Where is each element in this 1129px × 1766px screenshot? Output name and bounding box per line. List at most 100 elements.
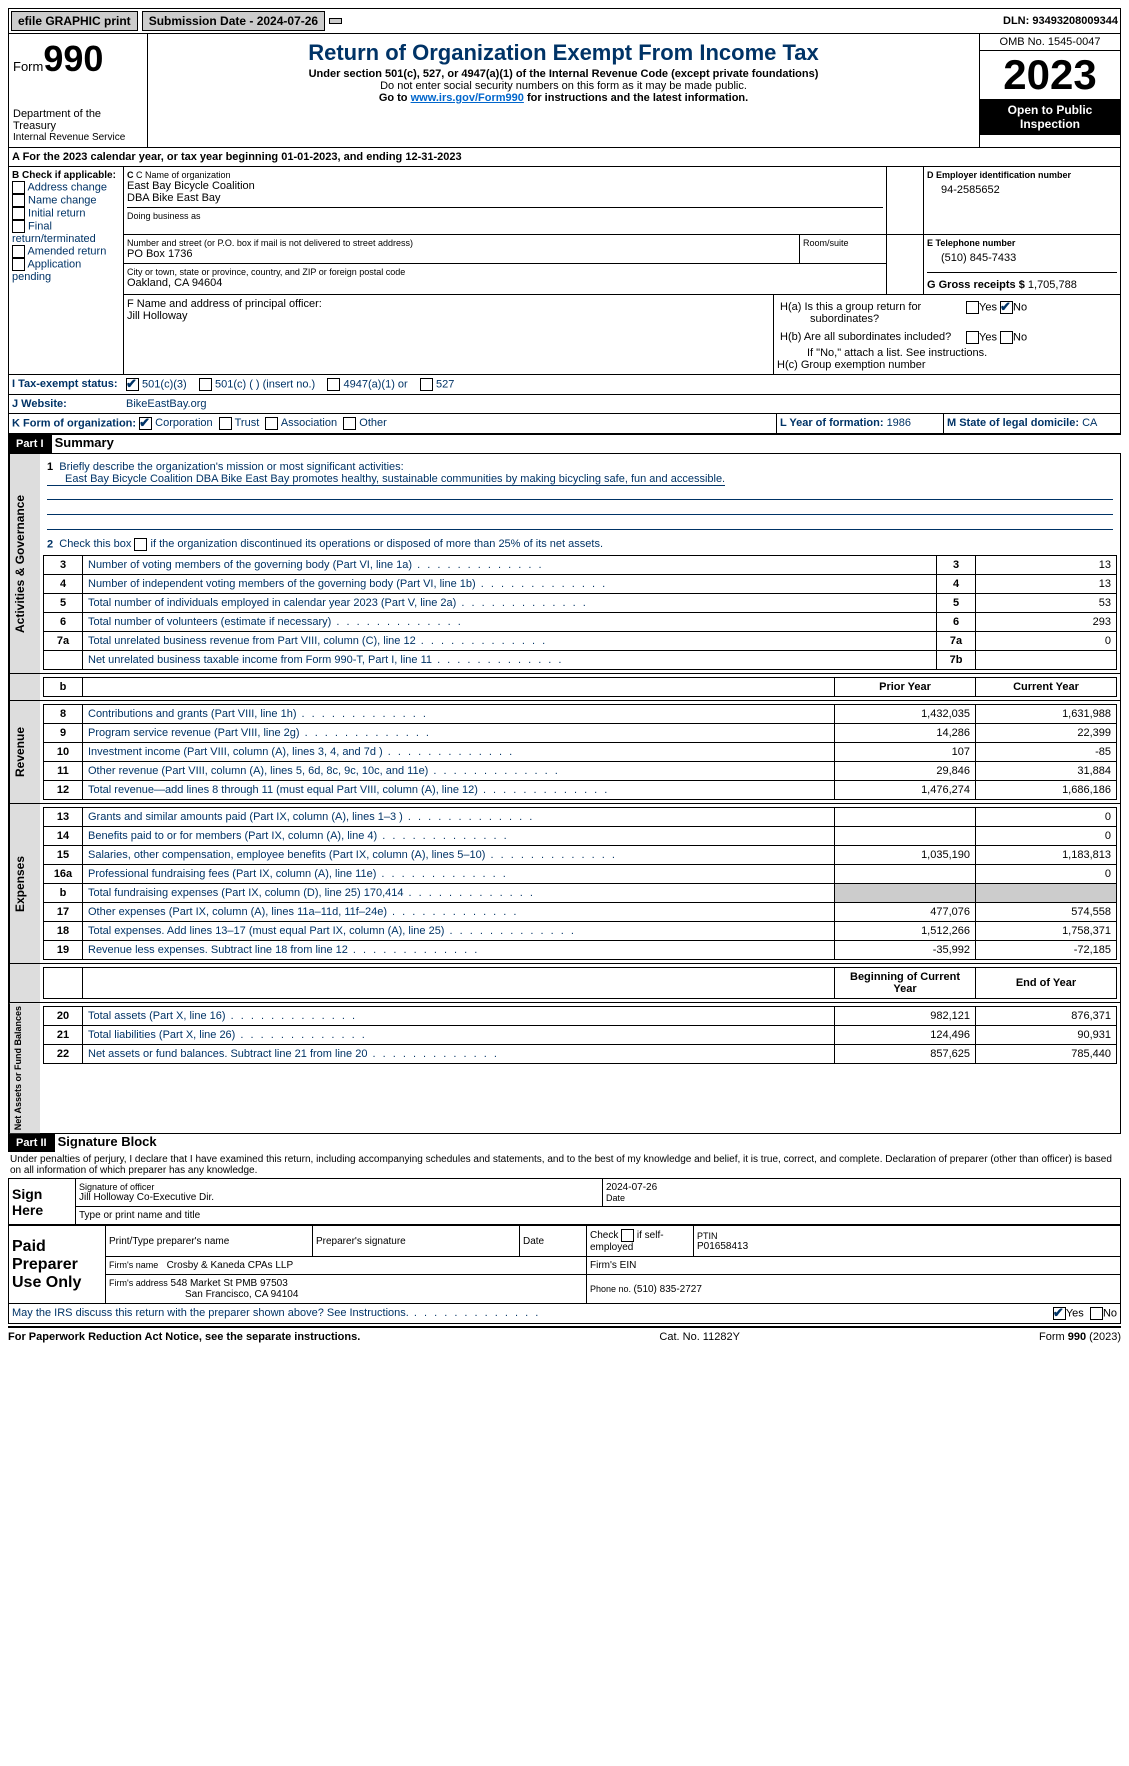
- line-desc: Total number of volunteers (estimate if …: [83, 613, 937, 632]
- irs-link[interactable]: www.irs.gov/Form990: [411, 92, 524, 104]
- q2-checkbox[interactable]: [134, 538, 147, 551]
- curr-value: 1,686,186: [976, 781, 1117, 800]
- curr-value: 0: [976, 808, 1117, 827]
- boxb-item: Application pending: [12, 258, 120, 283]
- irs-label: Internal Revenue Service: [13, 132, 143, 143]
- box-l: L Year of formation: 1986: [777, 414, 944, 433]
- open-inspection: Open to Public Inspection: [980, 99, 1120, 135]
- form-number: Form990: [13, 38, 143, 80]
- line-desc: Other expenses (Part IX, column (A), lin…: [83, 903, 835, 922]
- taxstatus-checkbox[interactable]: [420, 378, 433, 391]
- street-label: Number and street (or P.O. box if mail i…: [127, 238, 796, 248]
- firm-phone: (510) 835-2727: [634, 1284, 702, 1295]
- dln-value: DLN: 93493208009344: [1003, 15, 1118, 27]
- officer-label: F Name and address of principal officer:: [127, 298, 770, 310]
- line-desc: Net assets or fund balances. Subtract li…: [83, 1045, 835, 1064]
- line-value: 0: [976, 632, 1117, 651]
- self-emp-checkbox[interactable]: [621, 1229, 634, 1242]
- hdr-end: End of Year: [976, 968, 1117, 999]
- prior-value: [835, 884, 976, 903]
- website-value: BikeEastBay.org: [123, 395, 1120, 413]
- firm-city: San Francisco, CA 94104: [109, 1289, 298, 1300]
- line-value: 13: [976, 556, 1117, 575]
- formorg-checkbox[interactable]: [343, 417, 356, 430]
- q2: Check this box if the organization disco…: [59, 538, 603, 550]
- line-desc: Salaries, other compensation, employee b…: [83, 846, 835, 865]
- line-desc: Contributions and grants (Part VIII, lin…: [83, 705, 835, 724]
- subtitle-1: Under section 501(c), 527, or 4947(a)(1)…: [152, 68, 975, 80]
- firm-ein-label: Firm's EIN: [587, 1257, 1121, 1275]
- top-bar: efile GRAPHIC print Submission Date - 20…: [8, 8, 1121, 34]
- phone-value: (510) 845-7433: [927, 248, 1117, 272]
- cat-no: Cat. No. 11282Y: [659, 1331, 740, 1343]
- declaration: Under penalties of perjury, I declare th…: [8, 1152, 1121, 1178]
- ha-yes-checkbox[interactable]: [966, 301, 979, 314]
- line-desc: Total expenses. Add lines 13–17 (must eq…: [83, 922, 835, 941]
- ha-no-checkbox[interactable]: [1000, 301, 1013, 314]
- city-label: City or town, state or province, country…: [127, 267, 883, 277]
- line-desc: Total number of individuals employed in …: [83, 594, 937, 613]
- prep-sig-label: Preparer's signature: [313, 1226, 520, 1257]
- formorg-checkbox[interactable]: [265, 417, 278, 430]
- line-desc: Total unrelated business revenue from Pa…: [83, 632, 937, 651]
- line-value: 53: [976, 594, 1117, 613]
- formorg-checkbox[interactable]: [219, 417, 232, 430]
- subtitle-2: Do not enter social security numbers on …: [152, 80, 975, 92]
- discuss-no-checkbox[interactable]: [1090, 1307, 1103, 1320]
- line-value: 13: [976, 575, 1117, 594]
- hb-no-checkbox[interactable]: [1000, 331, 1013, 344]
- prior-value: [835, 808, 976, 827]
- boxb-item: Name change: [12, 194, 120, 207]
- hc-label: H(c) Group exemption number: [777, 359, 1117, 371]
- prior-value: 1,476,274: [835, 781, 976, 800]
- line-desc: Professional fundraising fees (Part IX, …: [83, 865, 835, 884]
- tax-status-label: I Tax-exempt status:: [9, 375, 123, 394]
- ein-label: D Employer identification number: [927, 170, 1117, 180]
- line-desc: Revenue less expenses. Subtract line 18 …: [83, 941, 835, 960]
- tab-netassets: Net Assets or Fund Balances: [9, 1003, 40, 1133]
- discuss-yes-checkbox[interactable]: [1053, 1307, 1066, 1320]
- curr-value: 876,371: [976, 1007, 1117, 1026]
- ha-label: H(a) Is this a group return for: [780, 301, 921, 313]
- curr-value: 90,931: [976, 1026, 1117, 1045]
- org-name-label: C C Name of organization: [127, 170, 883, 180]
- line-desc: Total liabilities (Part X, line 26): [83, 1026, 835, 1045]
- prior-value: 982,121: [835, 1007, 976, 1026]
- sig-date: 2024-07-26: [606, 1182, 1117, 1193]
- org-name: East Bay Bicycle Coalition: [127, 180, 883, 192]
- form-header: Form990 Department of the Treasury Inter…: [8, 34, 1121, 148]
- line-desc: Total fundraising expenses (Part IX, col…: [83, 884, 835, 903]
- curr-value: 1,758,371: [976, 922, 1117, 941]
- taxstatus-checkbox[interactable]: [199, 378, 212, 391]
- efile-button[interactable]: efile GRAPHIC print: [11, 11, 138, 31]
- sign-here: Sign Here: [9, 1179, 76, 1225]
- curr-value: 574,558: [976, 903, 1117, 922]
- prior-value: 107: [835, 743, 976, 762]
- ein-value: 94-2585652: [927, 180, 1117, 196]
- prior-value: -35,992: [835, 941, 976, 960]
- taxstatus-checkbox[interactable]: [327, 378, 340, 391]
- formorg-checkbox[interactable]: [139, 417, 152, 430]
- form-title: Return of Organization Exempt From Incom…: [152, 40, 975, 66]
- prior-value: 1,432,035: [835, 705, 976, 724]
- boxb-item: Initial return: [12, 207, 120, 220]
- city-value: Oakland, CA 94604: [127, 277, 883, 289]
- part2-title: Signature Block: [58, 1134, 157, 1149]
- curr-value: 0: [976, 865, 1117, 884]
- line-desc: Net unrelated business taxable income fr…: [83, 651, 937, 670]
- hdr-prior: Prior Year: [835, 678, 976, 697]
- tax-status-opts: 501(c)(3) 501(c) ( ) (insert no.) 4947(a…: [123, 375, 1120, 394]
- may-irs-discuss: May the IRS discuss this return with the…: [8, 1304, 1121, 1324]
- hb-yes-checkbox[interactable]: [966, 331, 979, 344]
- taxstatus-checkbox[interactable]: [126, 378, 139, 391]
- firm-addr: 548 Market St PMB 97503: [171, 1278, 288, 1289]
- phone-label: E Telephone number: [927, 238, 1117, 248]
- box-k: K Form of organization: Corporation Trus…: [9, 414, 777, 433]
- prior-value: [835, 827, 976, 846]
- box-m: M State of legal domicile: CA: [944, 414, 1120, 433]
- room-label: Room/suite: [800, 235, 886, 263]
- boxb-item: Amended return: [12, 245, 120, 258]
- curr-value: 785,440: [976, 1045, 1117, 1064]
- mission-text: East Bay Bicycle Coalition DBA Bike East…: [47, 473, 725, 486]
- line-desc: Grants and similar amounts paid (Part IX…: [83, 808, 835, 827]
